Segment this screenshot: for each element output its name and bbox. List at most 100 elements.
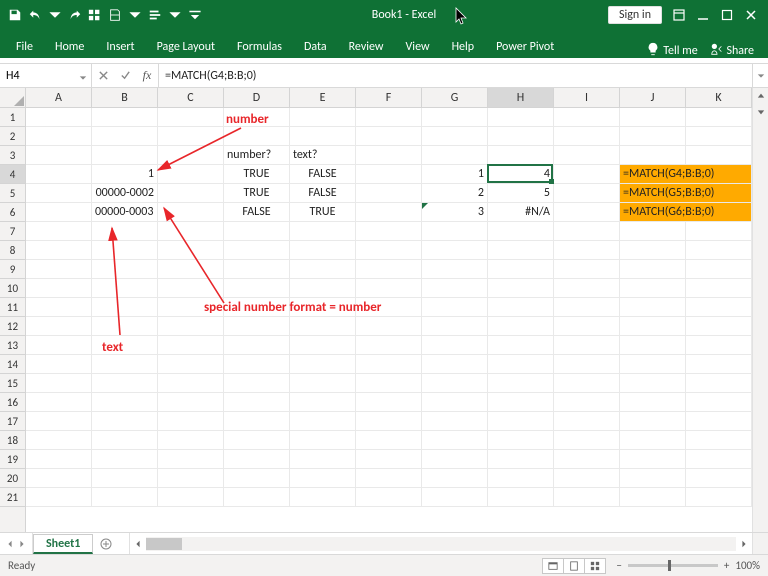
cell[interactable]: #N/A — [488, 203, 554, 222]
row-header[interactable]: 21 — [0, 488, 25, 507]
tab-formulas[interactable]: Formulas — [227, 36, 292, 58]
tab-data[interactable]: Data — [294, 36, 337, 58]
horizontal-scrollbar[interactable] — [129, 533, 752, 554]
minimize-button[interactable] — [696, 8, 710, 22]
cell[interactable]: 4 — [488, 165, 554, 184]
view-normal-icon[interactable] — [542, 558, 564, 574]
cell[interactable]: FALSE — [224, 203, 290, 222]
row-header[interactable]: 2 — [0, 127, 25, 146]
row-header[interactable]: 11 — [0, 298, 25, 317]
chevron-down-icon[interactable] — [168, 8, 182, 22]
scroll-up-icon[interactable] — [753, 88, 768, 104]
row-header[interactable]: 10 — [0, 279, 25, 298]
row-header[interactable]: 3 — [0, 146, 25, 165]
zoom-out-icon[interactable]: − — [616, 559, 621, 572]
column-header[interactable]: D — [224, 88, 290, 107]
tab-file[interactable]: File — [6, 36, 43, 58]
qat-icon-2[interactable] — [108, 8, 122, 22]
tab-help[interactable]: Help — [442, 36, 485, 58]
vertical-scrollbar[interactable] — [752, 88, 768, 532]
column-header[interactable]: B — [92, 88, 158, 107]
tell-me[interactable]: Tell me — [646, 42, 697, 58]
column-header[interactable]: F — [356, 88, 422, 107]
close-button[interactable] — [744, 8, 758, 22]
cancel-icon[interactable] — [92, 70, 114, 81]
formula-input[interactable]: =MATCH(G4;B:B;0) — [159, 64, 752, 87]
sheet-nav[interactable] — [0, 533, 33, 554]
row-header[interactable]: 8 — [0, 241, 25, 260]
cell[interactable]: 2 — [422, 184, 488, 203]
select-all-corner[interactable] — [0, 88, 26, 108]
cell[interactable]: 1 — [92, 165, 158, 184]
row-header[interactable]: 20 — [0, 469, 25, 488]
cell[interactable]: TRUE — [224, 165, 290, 184]
chevron-down-icon[interactable] — [128, 8, 142, 22]
row-header[interactable]: 6 — [0, 203, 25, 222]
row-header[interactable]: 12 — [0, 317, 25, 336]
enter-icon[interactable] — [114, 70, 136, 81]
qat-customize-icon[interactable] — [188, 8, 202, 22]
cells-area[interactable]: 100000-000200000-0003number?text?TRUEFAL… — [26, 108, 752, 532]
maximize-button[interactable] — [720, 8, 734, 22]
chevron-down-icon[interactable] — [79, 72, 87, 86]
sheet-tab-active[interactable]: Sheet1 — [33, 534, 93, 554]
qat-icon-3[interactable] — [148, 8, 162, 22]
column-header[interactable]: E — [290, 88, 356, 107]
tab-view[interactable]: View — [396, 36, 440, 58]
row-header[interactable]: 19 — [0, 450, 25, 469]
cell[interactable]: 00000-0003 — [92, 203, 158, 222]
sheet-prev-icon[interactable] — [6, 540, 14, 548]
row-header[interactable]: 14 — [0, 355, 25, 374]
zoom-in-icon[interactable]: + — [724, 559, 729, 572]
cell[interactable]: =MATCH(G6;B:B;0) — [620, 203, 752, 222]
column-header[interactable]: C — [158, 88, 224, 107]
row-header[interactable]: 9 — [0, 260, 25, 279]
row-header[interactable]: 4 — [0, 165, 25, 184]
cell[interactable]: 3 — [422, 203, 488, 222]
row-header[interactable]: 16 — [0, 393, 25, 412]
scroll-left-icon[interactable] — [130, 540, 146, 548]
chevron-down-icon[interactable] — [48, 8, 62, 22]
column-header[interactable]: I — [554, 88, 620, 107]
cell[interactable]: =MATCH(G5;B:B;0) — [620, 184, 752, 203]
view-page-icon[interactable] — [563, 558, 585, 574]
cell[interactable]: FALSE — [290, 165, 356, 184]
fx-icon[interactable]: fx — [136, 68, 158, 83]
column-header[interactable]: H — [488, 88, 554, 107]
undo-icon[interactable] — [28, 8, 42, 22]
cell[interactable]: =MATCH(G4;B:B;0) — [620, 165, 752, 184]
row-header[interactable]: 15 — [0, 374, 25, 393]
qat-icon[interactable] — [88, 8, 102, 22]
column-header[interactable]: G — [422, 88, 488, 107]
tab-review[interactable]: Review — [339, 36, 394, 58]
signin-button[interactable]: Sign in — [608, 6, 662, 24]
add-sheet-button[interactable] — [93, 533, 119, 554]
cell[interactable]: number? — [224, 146, 290, 165]
column-header[interactable]: A — [26, 88, 92, 107]
row-header[interactable]: 13 — [0, 336, 25, 355]
row-header[interactable]: 7 — [0, 222, 25, 241]
view-break-icon[interactable] — [584, 558, 606, 574]
cell[interactable]: 5 — [488, 184, 554, 203]
tab-page-layout[interactable]: Page Layout — [147, 36, 225, 58]
ribbon-display-icon[interactable] — [672, 8, 686, 22]
sheet-next-icon[interactable] — [18, 540, 26, 548]
cell[interactable]: 1 — [422, 165, 488, 184]
scroll-right-icon[interactable] — [736, 540, 752, 548]
save-icon[interactable] — [8, 8, 22, 22]
column-headers[interactable]: ABCDEFGHIJK — [26, 88, 752, 108]
redo-icon[interactable] — [68, 8, 82, 22]
column-header[interactable]: K — [686, 88, 752, 107]
row-header[interactable]: 18 — [0, 431, 25, 450]
tab-home[interactable]: Home — [45, 36, 94, 58]
formula-expand-icon[interactable] — [752, 64, 768, 87]
row-headers[interactable]: 123456789101112131415161718192021 — [0, 108, 26, 532]
row-header[interactable]: 5 — [0, 184, 25, 203]
share-button[interactable]: Share — [710, 42, 754, 58]
row-header[interactable]: 17 — [0, 412, 25, 431]
cell[interactable]: TRUE — [290, 203, 356, 222]
tab-insert[interactable]: Insert — [96, 36, 144, 58]
row-header[interactable]: 1 — [0, 108, 25, 127]
cell[interactable]: FALSE — [290, 184, 356, 203]
cell[interactable]: TRUE — [224, 184, 290, 203]
